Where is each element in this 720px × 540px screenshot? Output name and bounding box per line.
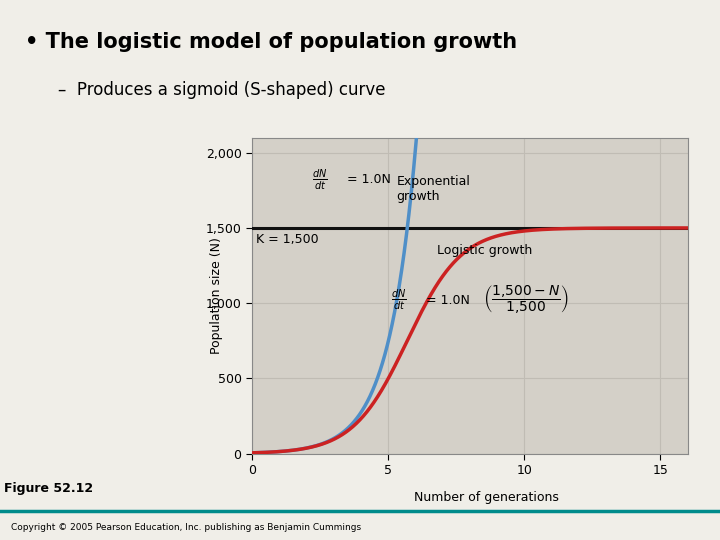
Text: $\frac{dN}{dt}$: $\frac{dN}{dt}$: [391, 288, 406, 312]
Text: $\left(\dfrac{1{,}500-N}{1{,}500}\right)$: $\left(\dfrac{1{,}500-N}{1{,}500}\right)…: [483, 284, 569, 316]
Text: • The logistic model of population growth: • The logistic model of population growt…: [25, 32, 518, 52]
Text: Population size (N): Population size (N): [210, 237, 222, 354]
Text: = 1.0N: = 1.0N: [426, 294, 470, 307]
Text: Logistic growth: Logistic growth: [437, 244, 532, 257]
Text: –  Produces a sigmoid (S-shaped) curve: – Produces a sigmoid (S-shaped) curve: [58, 82, 385, 99]
Text: Copyright © 2005 Pearson Education, Inc. publishing as Benjamin Cummings: Copyright © 2005 Pearson Education, Inc.…: [11, 523, 361, 532]
Text: Figure 52.12: Figure 52.12: [4, 482, 93, 495]
Text: Number of generations: Number of generations: [414, 491, 559, 504]
Text: $\frac{dN}{dt}$: $\frac{dN}{dt}$: [312, 167, 328, 192]
Text: K = 1,500: K = 1,500: [256, 233, 319, 246]
Text: = 1.0N: = 1.0N: [347, 173, 391, 186]
Text: Exponential
growth: Exponential growth: [396, 175, 470, 203]
